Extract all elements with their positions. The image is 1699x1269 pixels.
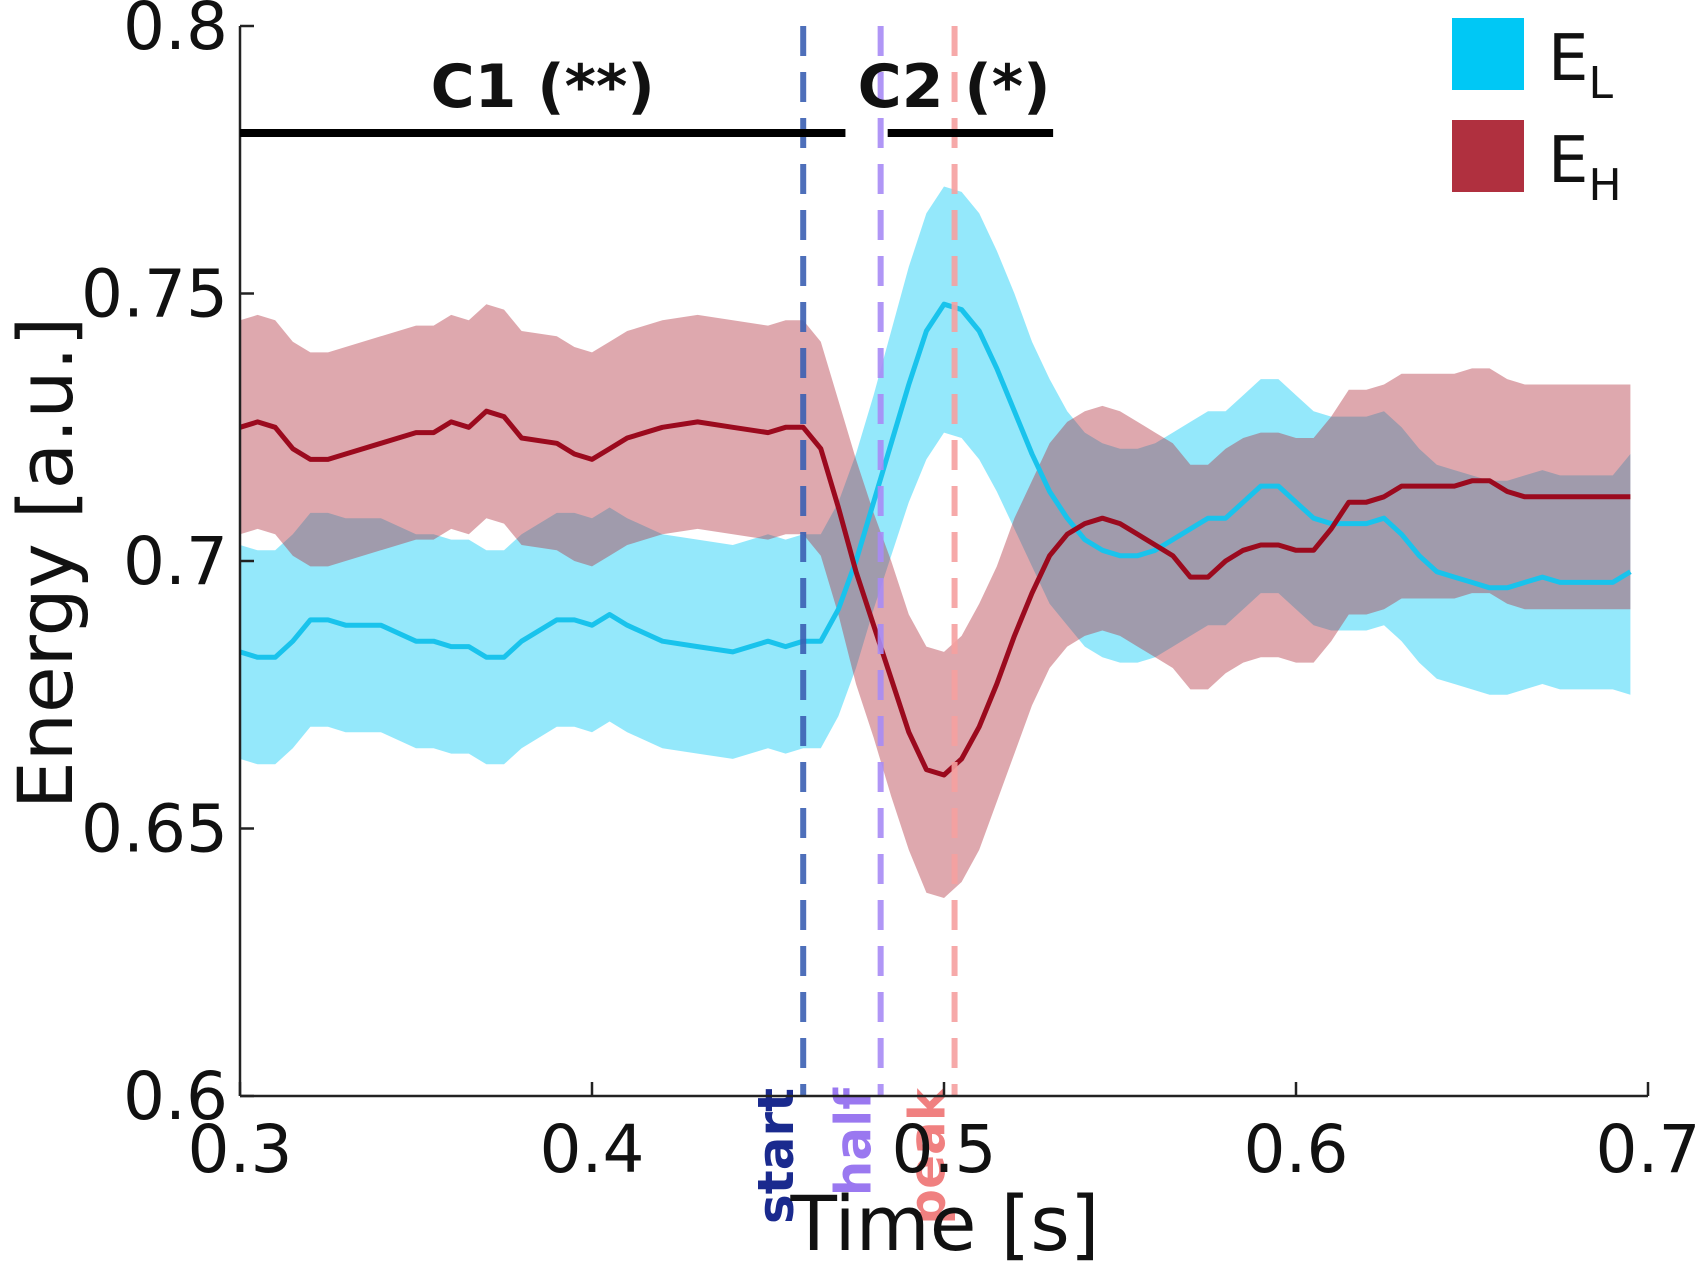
x-tick-label: 0.3 [188,1111,293,1188]
x-tick-label: 0.4 [540,1111,645,1188]
y-tick-label: 0.75 [81,256,228,333]
event-label-half: half [825,1087,883,1196]
y-tick-label: 0.7 [123,523,228,600]
cluster-bars: C1 (**) C2 (*) [240,52,1054,137]
x-tick-label: 0.5 [892,1111,997,1188]
series-lines [239,301,1632,778]
legend: EL EH [1452,18,1622,211]
x-axis-label: Time [s] [789,1179,1099,1268]
confidence-bands [240,186,1631,898]
legend-label-eh: EH [1548,124,1622,211]
x-tick-label: 0.7 [1596,1111,1699,1188]
band-eh [240,304,1631,898]
legend-label-el: EL [1548,22,1613,109]
y-tick-label: 0.65 [81,791,228,868]
axes: 0.6 0.65 0.7 0.75 0.8 0.3 0.4 0.5 0.6 0.7 [81,0,1699,1188]
y-axis-label: Energy [a.u.] [1,317,90,810]
legend-swatch-el [1452,18,1524,90]
event-markers: start half peak [747,26,958,1225]
x-tick-label: 0.6 [1244,1111,1349,1188]
event-label-peak: peak [899,1086,957,1224]
y-tick-label: 0.6 [123,1058,228,1135]
line-el [239,301,1632,660]
line-eh [239,408,1631,778]
cluster-label-1: C1 (**) [431,52,655,122]
legend-swatch-eh [1452,120,1524,192]
event-label-start: start [747,1088,805,1224]
band-el [240,186,1631,765]
cluster-label-2: C2 (*) [858,52,1051,122]
y-tick-label: 0.8 [123,0,228,65]
